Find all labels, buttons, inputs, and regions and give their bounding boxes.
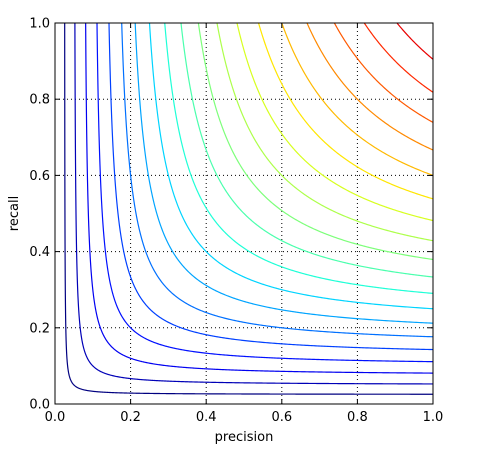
x-axis-label: precision — [215, 430, 274, 445]
series-line — [281, 23, 433, 176]
x-tick-label: 0.6 — [271, 410, 292, 425]
series-line — [257, 23, 433, 200]
series-line — [64, 23, 433, 395]
x-tick-label: 0.4 — [196, 410, 217, 425]
series-line — [236, 23, 433, 222]
y-tick-label: 0.4 — [29, 245, 50, 260]
series-line — [96, 23, 433, 363]
axis-ticks: 0.0 0.2 0.4 0.6 0.8 1.0 0.0 0.2 0.4 0.6 0.8 1.0 — [29, 17, 443, 426]
y-tick-label: 0.0 — [29, 398, 50, 413]
series-line — [148, 23, 433, 310]
series-line — [432, 23, 433, 24]
x-tick-label: 0.0 — [45, 410, 66, 425]
series-line — [108, 23, 433, 351]
series-line — [134, 23, 433, 324]
y-tick-label: 0.6 — [29, 169, 50, 184]
series-line — [180, 23, 433, 278]
series-line — [333, 23, 433, 123]
y-axis-label: recall — [7, 196, 22, 231]
series-line — [85, 23, 433, 374]
series-line — [363, 23, 433, 93]
x-tick-label: 1.0 — [423, 410, 444, 425]
plot-frame — [54, 22, 434, 405]
x-tick-label: 0.2 — [120, 410, 141, 425]
y-tick-label: 0.2 — [29, 321, 50, 336]
series-line — [216, 23, 433, 242]
series-line — [164, 23, 433, 294]
series-line — [306, 23, 433, 151]
series-line — [74, 23, 433, 385]
y-tick-label: 0.8 — [29, 93, 50, 108]
x-tick-label: 0.8 — [347, 410, 368, 425]
y-tick-label: 1.0 — [29, 17, 50, 32]
series-curves — [64, 23, 433, 395]
series-line — [396, 23, 433, 60]
series-line — [197, 23, 433, 261]
series-line — [121, 23, 433, 338]
